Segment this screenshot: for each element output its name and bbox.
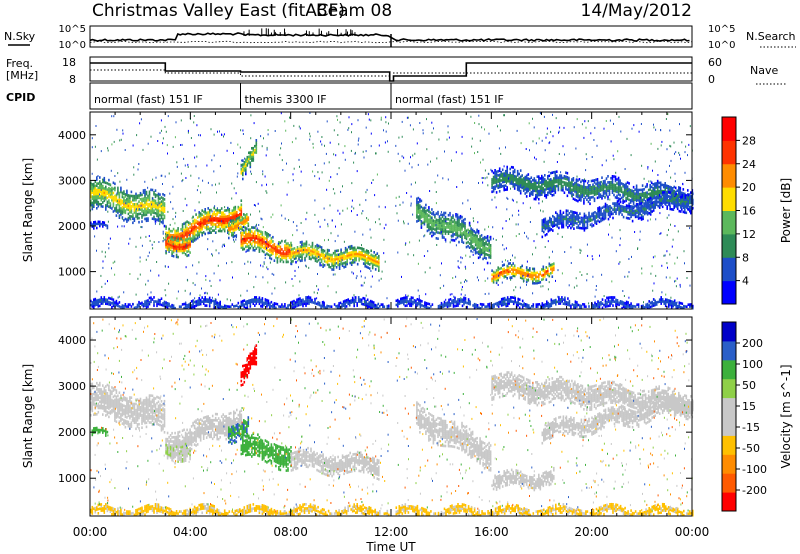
y-tick-label: 1000 xyxy=(58,472,86,485)
cpid-label: CPID xyxy=(6,91,35,104)
colorbar-tick-label: -15 xyxy=(742,421,760,434)
nsky-tick-top: 10^5 xyxy=(59,24,86,35)
y-tick-label: 4000 xyxy=(58,334,86,347)
freq-label-1: Freq. xyxy=(6,57,33,70)
y-tick-label: 1000 xyxy=(58,266,86,279)
freq-tick-top: 18 xyxy=(62,56,76,69)
nsky-label: N.Sky xyxy=(4,30,36,43)
nsearch-label: N.Search xyxy=(746,30,796,43)
colorbar-tick-label: 16 xyxy=(742,205,756,218)
nsky-tick-bottom: 10^0 xyxy=(59,40,86,51)
colorbar-tick-label: 8 xyxy=(742,251,749,264)
colorbar-tick-label: 20 xyxy=(742,181,756,194)
y-tick-label: 3000 xyxy=(58,380,86,393)
x-tick-label: 12:00 xyxy=(374,525,409,539)
nsearch-tick-bottom: 10^0 xyxy=(708,40,735,51)
x-tick-label: 04:00 xyxy=(173,525,208,539)
nave-label: Nave xyxy=(750,64,778,77)
freq-label-2: [MHz] xyxy=(6,69,38,82)
colorbar-tick-label: 200 xyxy=(742,337,763,350)
y-tick-label: 3000 xyxy=(58,174,86,187)
nave-tick-top: 60 xyxy=(708,56,722,69)
x-tick-label: 20:00 xyxy=(574,525,609,539)
power-ylabel: Slant Range [km] xyxy=(21,158,35,262)
colorbar-tick-label: 24 xyxy=(742,158,756,171)
x-axis-label: Time UT xyxy=(365,540,416,554)
station-title: Christmas Valley East (fitACF) xyxy=(92,1,345,21)
beam-label: Beam 08 xyxy=(316,1,392,21)
cpid-segment-label: themis 3300 IF xyxy=(245,93,327,106)
y-tick-label: 2000 xyxy=(58,220,86,233)
freq-tick-bottom: 8 xyxy=(69,73,76,86)
colorbar-tick-label: -100 xyxy=(742,463,767,476)
colorbar-label: Power [dB] xyxy=(779,178,793,243)
date-label: 14/May/2012 xyxy=(581,1,693,21)
x-tick-label: 16:00 xyxy=(474,525,509,539)
velocity-ylabel: Slant Range [km] xyxy=(21,364,35,468)
colorbar-tick-label: -50 xyxy=(742,442,760,455)
freq-strip: Freq. [MHz] 18 8 60 0 Nave xyxy=(6,56,786,86)
colorbar-tick-label: 4 xyxy=(742,275,749,288)
power-panel: 1000 2000 3000 4000 Slant Range [km] 4 8 12 16… xyxy=(21,111,793,310)
colorbar-tick-label: 50 xyxy=(742,379,756,392)
nsky-strip: N.Sky 10^5 10^0 10^5 10^0 N.Search xyxy=(4,24,796,51)
nsearch-tick-top: 10^5 xyxy=(708,24,735,35)
y-tick-label: 2000 xyxy=(58,426,86,439)
colorbar-tick-label: 15 xyxy=(742,400,756,413)
colorbar-tick-label: 100 xyxy=(742,358,763,371)
colorbar-tick-label: 28 xyxy=(742,134,756,147)
velocity-panel: 1000 2000 3000 4000 Slant Range [km] 200 100… xyxy=(21,316,793,517)
cpid-strip: CPID normal (fast) 151 IF themis 3300 IF n… xyxy=(6,82,693,110)
colorbar-tick-label: 12 xyxy=(742,228,756,241)
y-tick-label: 4000 xyxy=(58,129,86,142)
cpid-segment-label: normal (fast) 151 IF xyxy=(94,93,203,106)
colorbar-label: Velocity [m s^-1] xyxy=(779,364,793,468)
cpid-segment-label: normal (fast) 151 IF xyxy=(395,93,504,106)
x-tick-label: 08:00 xyxy=(273,525,308,539)
x-tick-label: 00:00 xyxy=(73,525,108,539)
nave-tick-bottom: 0 xyxy=(708,73,715,86)
colorbar-tick-label: -200 xyxy=(742,484,767,497)
x-tick-label: 00:00 xyxy=(675,525,710,539)
